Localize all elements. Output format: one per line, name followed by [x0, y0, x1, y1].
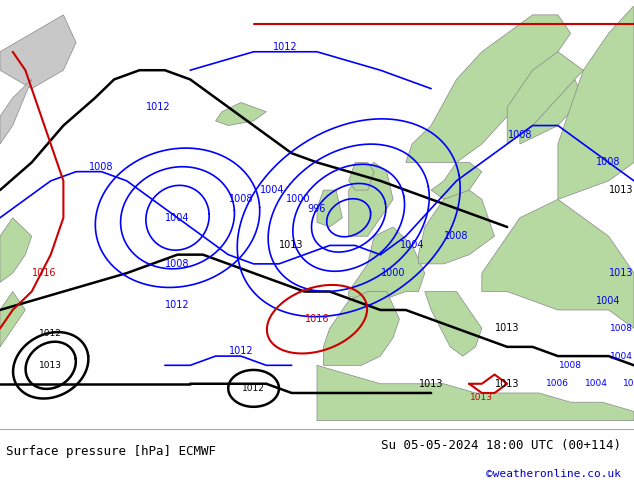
Polygon shape: [216, 102, 266, 125]
Polygon shape: [0, 218, 32, 282]
Text: 1004: 1004: [261, 185, 285, 195]
Text: 1013: 1013: [280, 241, 304, 250]
Text: 1004: 1004: [400, 241, 424, 250]
Text: 1013: 1013: [419, 379, 443, 389]
Polygon shape: [558, 6, 634, 199]
Text: 1000: 1000: [286, 195, 310, 204]
Text: 1013: 1013: [495, 323, 519, 333]
Text: 1006: 1006: [547, 379, 569, 388]
Text: 1008: 1008: [623, 379, 634, 388]
Text: 1013: 1013: [609, 268, 633, 278]
Text: 1012: 1012: [242, 384, 265, 393]
Text: 1013: 1013: [609, 185, 633, 195]
Polygon shape: [349, 162, 393, 236]
Text: 1012: 1012: [165, 300, 190, 310]
Text: 1008: 1008: [165, 259, 190, 269]
Polygon shape: [317, 366, 634, 420]
Text: 1008: 1008: [597, 157, 621, 168]
Polygon shape: [418, 190, 495, 264]
Text: 1004: 1004: [585, 379, 607, 388]
Polygon shape: [507, 52, 583, 144]
Polygon shape: [323, 292, 399, 366]
Text: Surface pressure [hPa] ECMWF: Surface pressure [hPa] ECMWF: [6, 445, 216, 458]
Polygon shape: [0, 15, 76, 89]
Text: 1012: 1012: [229, 346, 253, 357]
Text: 1012: 1012: [39, 328, 62, 338]
Polygon shape: [520, 70, 583, 144]
Text: 1012: 1012: [273, 42, 297, 52]
Text: 1008: 1008: [559, 361, 582, 370]
Text: 1008: 1008: [444, 231, 469, 241]
Text: 1008: 1008: [229, 195, 253, 204]
Text: 1016: 1016: [305, 314, 329, 324]
Polygon shape: [431, 162, 482, 199]
Text: 1013: 1013: [39, 361, 62, 370]
Text: Su 05-05-2024 18:00 UTC (00+114): Su 05-05-2024 18:00 UTC (00+114): [381, 439, 621, 452]
Text: 1004: 1004: [610, 352, 633, 361]
Text: 1012: 1012: [146, 102, 171, 112]
Text: 1004: 1004: [165, 213, 190, 223]
Text: ©weatheronline.co.uk: ©weatheronline.co.uk: [486, 469, 621, 479]
Text: 996: 996: [308, 203, 326, 214]
Polygon shape: [406, 15, 571, 162]
Polygon shape: [349, 162, 374, 190]
Polygon shape: [317, 190, 342, 227]
Text: 1008: 1008: [89, 162, 113, 172]
Text: 1016: 1016: [32, 268, 56, 278]
Text: 1008: 1008: [508, 130, 532, 140]
Text: 1004: 1004: [597, 296, 621, 306]
Polygon shape: [349, 227, 425, 301]
Text: 1013: 1013: [470, 393, 493, 402]
Text: 1008: 1008: [610, 324, 633, 333]
Text: 1000: 1000: [381, 268, 405, 278]
Polygon shape: [425, 292, 482, 356]
Polygon shape: [0, 292, 25, 347]
Polygon shape: [482, 199, 634, 328]
Polygon shape: [0, 79, 32, 144]
Text: 1013: 1013: [495, 379, 519, 389]
